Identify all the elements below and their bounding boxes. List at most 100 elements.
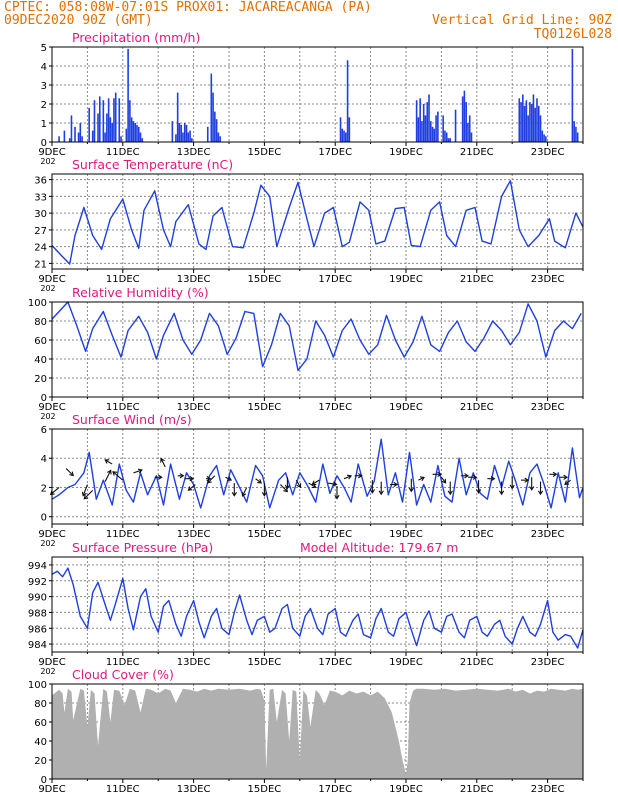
temperature-xtick-label: 15DEC: [248, 274, 282, 285]
precipitation-bar: [417, 117, 420, 142]
wind-xtick-label: 11DEC: [106, 529, 140, 540]
precipitation-bar: [445, 132, 448, 142]
wind-vector-arrow: [521, 477, 530, 483]
humidity-xtick-label: 19DEC: [389, 402, 423, 413]
wind-vector-arrow: [83, 489, 94, 500]
pressure-annotation: Model Altitude: 179.67 m: [300, 540, 458, 555]
precipitation-xtick-label: 13DEC: [177, 147, 211, 158]
precipitation-xtick-label: 21DEC: [460, 147, 494, 158]
precipitation-bar: [449, 138, 452, 142]
precipitation-bar: [125, 128, 128, 142]
temperature-title: Surface Temperature (nC): [72, 157, 233, 172]
precipitation-bar: [467, 123, 469, 142]
wind-xtick-label: 19DEC: [389, 529, 423, 540]
precipitation-bar: [442, 115, 444, 142]
pressure-xtick-label: 9DEC: [38, 657, 65, 668]
precipitation-bar: [81, 136, 83, 142]
precipitation-panel: 0 1 2 3 4 5 9DEC 11DEC 13DEC 15DEC 17DEC 19DEC 21DEC…: [38, 30, 584, 166]
pressure-xtick-label: 17DEC: [318, 657, 352, 668]
precipitation-bar: [180, 124, 183, 142]
precipitation-ytick-label: 2: [41, 100, 47, 111]
temperature-ytick-label: 27: [34, 226, 47, 237]
wind-vector-arrow: [225, 476, 233, 481]
precipitation-bar: [571, 48, 574, 142]
humidity-ytick-label: 80: [34, 317, 47, 328]
precipitation-bar: [426, 102, 429, 142]
wind-vector-arrow: [261, 483, 267, 497]
pressure-frame: [51, 556, 584, 653]
precipitation-bar: [214, 111, 216, 142]
precipitation-bar: [536, 98, 538, 142]
precipitation-bar: [429, 121, 432, 142]
precipitation-bar: [113, 98, 115, 142]
precipitation-bar: [189, 130, 191, 142]
wind-vector-arrow: [564, 479, 571, 486]
precipitation-bar: [444, 130, 446, 142]
precipitation-bar: [141, 138, 144, 142]
precipitation-bar: [97, 113, 99, 142]
wind-xtick-label: 9DEC: [38, 529, 65, 540]
wind-vector-arrow: [328, 481, 338, 487]
precipitation-bar: [178, 123, 181, 142]
precipitation-bar: [120, 136, 122, 142]
precipitation-xtick-label: 23DEC: [531, 147, 565, 158]
humidity-ytick-label: 40: [34, 355, 47, 366]
precipitation-bar: [454, 109, 457, 142]
precipitation-xtick-label: 11DEC: [106, 147, 140, 158]
precipitation-bar: [339, 117, 342, 142]
wind-vector-arrow: [529, 477, 535, 491]
wind-vector-arrow: [549, 471, 558, 477]
precipitation-ytick-label: 1: [41, 119, 47, 130]
precipitation-bar: [576, 132, 579, 142]
precipitation-xtick-label: 17DEC: [318, 147, 352, 158]
precipitation-bar: [217, 132, 220, 142]
wind-vector-arrow: [559, 474, 569, 480]
wind-vector-arrow: [177, 473, 185, 479]
humidity-ytick-label: 100: [28, 298, 47, 309]
wind-vector-arrow: [440, 476, 447, 484]
precipitation-bar: [58, 136, 60, 142]
temperature-frame: [51, 173, 584, 270]
precipitation-bar: [104, 132, 106, 142]
temperature-ytick-label: 33: [34, 192, 47, 203]
cloud-cover-ytick-label: 100: [28, 680, 47, 691]
wind-vector-arrow: [537, 481, 544, 496]
wind-year-fragment: 202: [40, 539, 55, 548]
precipitation-ytick-label: 4: [41, 62, 47, 73]
precipitation-bar: [77, 132, 80, 142]
precipitation-bar: [541, 130, 544, 142]
precipitation-bar: [465, 102, 467, 142]
cloud-cover-ytick-label: 20: [34, 756, 47, 767]
wind-vector-arrow: [112, 471, 124, 481]
precipitation-bar: [348, 117, 351, 142]
header-grid-line-note: Vertical Grid Line: 90Z: [431, 13, 612, 28]
temperature-ytick-label: 24: [34, 243, 47, 254]
wind-ytick-label: 4: [41, 454, 47, 465]
humidity-frame: [51, 301, 584, 398]
precipitation-bar: [543, 134, 545, 142]
wind-vector-arrow: [104, 469, 112, 482]
wind-vector-arrow: [447, 481, 453, 496]
precipitation-bar: [212, 92, 214, 142]
pressure-title: Surface Pressure (hPa): [72, 540, 213, 555]
precipitation-bar: [114, 92, 117, 142]
wind-vector-arrow: [460, 473, 469, 479]
precipitation-xtick-label: 15DEC: [248, 147, 282, 158]
precipitation-ytick-label: 0: [41, 138, 47, 149]
wind-vector-arrow: [475, 480, 482, 494]
pressure-xtick-label: 23DEC: [531, 657, 565, 668]
wind-vector-arrow: [133, 468, 143, 474]
humidity-xtick-label: 23DEC: [531, 402, 565, 413]
precipitation-bar: [98, 96, 101, 142]
pressure-ytick-label: 992: [28, 577, 47, 588]
wind-vector-arrow: [184, 476, 195, 482]
header-run-time: 09DEC2020 90Z (GMT): [4, 13, 153, 28]
humidity-xtick-label: 13DEC: [177, 402, 211, 413]
cloud-cover-title: Cloud Cover (%): [72, 667, 174, 682]
precipitation-bar: [345, 132, 347, 142]
precipitation-bar: [468, 115, 471, 142]
cloud-cover-xtick-label: 11DEC: [106, 784, 140, 795]
pressure-panel: 984 986 988 990 992 994 9DEC 11DEC 13DEC 15DEC 17D…: [28, 540, 584, 676]
pressure-xtick-label: 11DEC: [106, 657, 140, 668]
